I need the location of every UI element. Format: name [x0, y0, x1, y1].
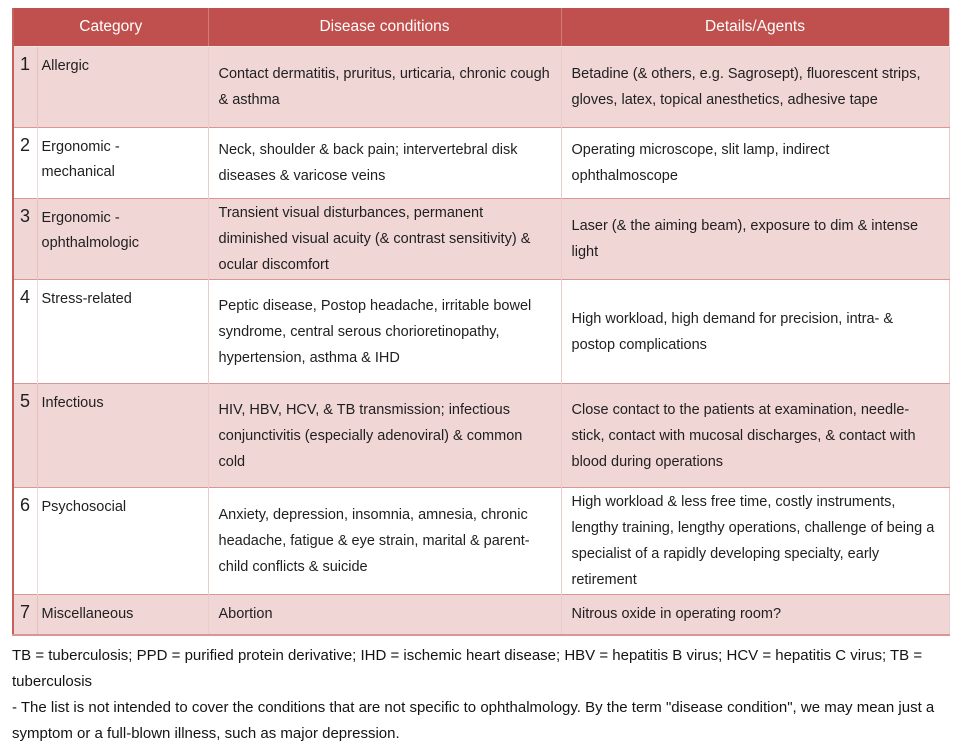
category-cell: Psychosocial	[36, 487, 208, 595]
occupational-hazards-table: Category Disease conditions Details/Agen…	[12, 8, 950, 636]
conditions-cell: Contact dermatitis, pruritus, urticaria,…	[207, 46, 561, 128]
details-cell: High workload & less free time, costly i…	[560, 487, 949, 595]
scope-note: - The list is not intended to cover the …	[12, 698, 935, 742]
row-number: 3	[13, 198, 37, 280]
table-row: 3 Ergonomic - ophthalmologic Transient v…	[13, 198, 949, 280]
abbreviations-note: TB = tuberculosis; PPD = purified protei…	[12, 646, 923, 690]
category-cell: Stress-related	[36, 279, 208, 384]
row-number: 6	[13, 487, 37, 595]
category-cell: Ergonomic - ophthalmologic	[36, 198, 208, 280]
conditions-cell: Transient visual disturbances, permanent…	[207, 198, 561, 280]
category-cell: Allergic	[36, 46, 208, 128]
table-row: 4 Stress-related Peptic disease, Postop …	[13, 279, 949, 384]
details-cell: Betadine (& others, e.g. Sagrosept), flu…	[560, 46, 949, 128]
table-header-row: Category Disease conditions Details/Agen…	[13, 8, 949, 47]
details-cell: Nitrous oxide in operating room?	[560, 594, 949, 635]
conditions-cell: HIV, HBV, HCV, & TB transmission; infect…	[207, 383, 561, 488]
table-row: 1 Allergic Contact dermatitis, pruritus,…	[13, 46, 949, 128]
row-number: 1	[13, 46, 37, 128]
table-row: 7 Miscellaneous Abortion Nitrous oxide i…	[13, 594, 949, 635]
details-cell: Operating microscope, slit lamp, indirec…	[560, 127, 949, 199]
row-number: 4	[13, 279, 37, 384]
col-header-category: Category	[13, 8, 208, 47]
category-cell: Infectious	[36, 383, 208, 488]
category-cell: Ergonomic - mechanical	[36, 127, 208, 199]
row-number: 7	[13, 594, 37, 635]
details-cell: Close contact to the patients at examina…	[560, 383, 949, 488]
conditions-cell: Neck, shoulder & back pain; intervertebr…	[207, 127, 561, 199]
table-row: 5 Infectious HIV, HBV, HCV, & TB transmi…	[13, 383, 949, 488]
conditions-cell: Peptic disease, Postop headache, irritab…	[207, 279, 561, 384]
row-number: 5	[13, 383, 37, 488]
category-cell: Miscellaneous	[36, 594, 208, 635]
details-cell: Laser (& the aiming beam), exposure to d…	[560, 198, 949, 280]
table-row: 6 Psychosocial Anxiety, depression, inso…	[13, 487, 949, 595]
row-number: 2	[13, 127, 37, 199]
footnotes: TB = tuberculosis; PPD = purified protei…	[12, 643, 952, 747]
col-header-disease-conditions: Disease conditions	[207, 8, 561, 47]
col-header-details-agents: Details/Agents	[560, 8, 949, 47]
conditions-cell: Abortion	[207, 594, 561, 635]
slide-page: Category Disease conditions Details/Agen…	[12, 8, 950, 742]
details-cell: High workload, high demand for precision…	[560, 279, 949, 384]
table-row: 2 Ergonomic - mechanical Neck, shoulder …	[13, 127, 949, 199]
conditions-cell: Anxiety, depression, insomnia, amnesia, …	[207, 487, 561, 595]
